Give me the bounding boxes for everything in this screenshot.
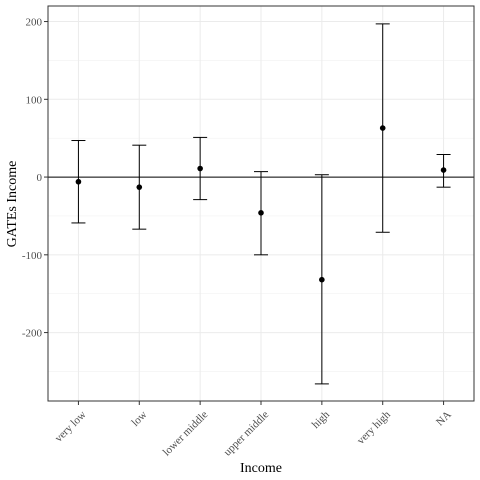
x-tick-label: high xyxy=(310,408,333,431)
estimate-point xyxy=(75,178,82,185)
y-tick-label: -100 xyxy=(22,250,43,262)
y-tick-label: 200 xyxy=(26,17,43,29)
x-tick-label: lower middle xyxy=(161,409,211,459)
x-axis-title: Income xyxy=(240,461,282,476)
y-axis-title: GATEs Income xyxy=(5,161,20,248)
estimate-point xyxy=(440,167,447,173)
x-tick-label: upper middle xyxy=(221,409,271,459)
estimate-point xyxy=(379,125,386,131)
y-tick-label: -200 xyxy=(22,328,43,340)
point-layer xyxy=(75,125,447,283)
estimate-point xyxy=(258,210,264,216)
estimate-point xyxy=(319,276,325,283)
y-tick-label: 100 xyxy=(26,94,43,106)
x-tick-label: NA xyxy=(434,409,454,429)
x-tick-label: very low xyxy=(53,409,89,445)
x-tick-label: very high xyxy=(355,408,393,446)
x-axis-ticks: very low low lower middle upper middle high v… xyxy=(53,401,454,458)
y-tick-label: 0 xyxy=(37,172,43,184)
y-axis-ticks: -200 -100 0 100 200 xyxy=(22,17,48,340)
estimate-point xyxy=(197,165,203,172)
x-tick-label: low xyxy=(129,409,149,429)
estimate-point xyxy=(136,184,143,190)
